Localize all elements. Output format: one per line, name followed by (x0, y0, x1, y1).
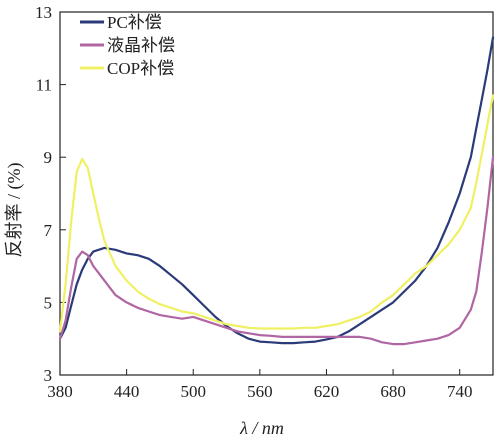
y-tick-label: 7 (44, 221, 53, 240)
x-tick-label: 680 (380, 382, 406, 401)
y-axis-ticks: 3 5 7 9 11 13 (35, 3, 66, 385)
y-tick-label: 11 (36, 76, 52, 95)
x-tick-label: 620 (314, 382, 340, 401)
legend-label: PC补偿 (107, 13, 162, 32)
series-line-1 (58, 36, 495, 345)
plot-border (59, 11, 494, 376)
legend-label: 液晶补偿 (107, 36, 175, 55)
x-tick-label: 740 (447, 382, 473, 401)
legend-label: COP补偿 (107, 59, 174, 78)
x-axis-label: λ / nm (239, 418, 284, 438)
y-tick-label: 13 (35, 3, 52, 22)
x-tick-label: 500 (180, 382, 206, 401)
y-tick-label: 3 (44, 366, 53, 385)
x-tick-label: 380 (47, 382, 73, 401)
series-lines (58, 36, 495, 346)
series-line-3 (58, 94, 495, 333)
x-tick-label: 560 (247, 382, 273, 401)
y-axis-label: 反射率 / (%) (4, 163, 25, 258)
y-tick-label: 9 (44, 148, 53, 167)
y-tick-label: 5 (44, 293, 53, 312)
x-axis-ticks: 380 440 500 560 620 680 740 (47, 369, 472, 401)
x-tick-label: 440 (114, 382, 140, 401)
series-line-2 (58, 156, 495, 346)
plot-frame (59, 11, 494, 376)
